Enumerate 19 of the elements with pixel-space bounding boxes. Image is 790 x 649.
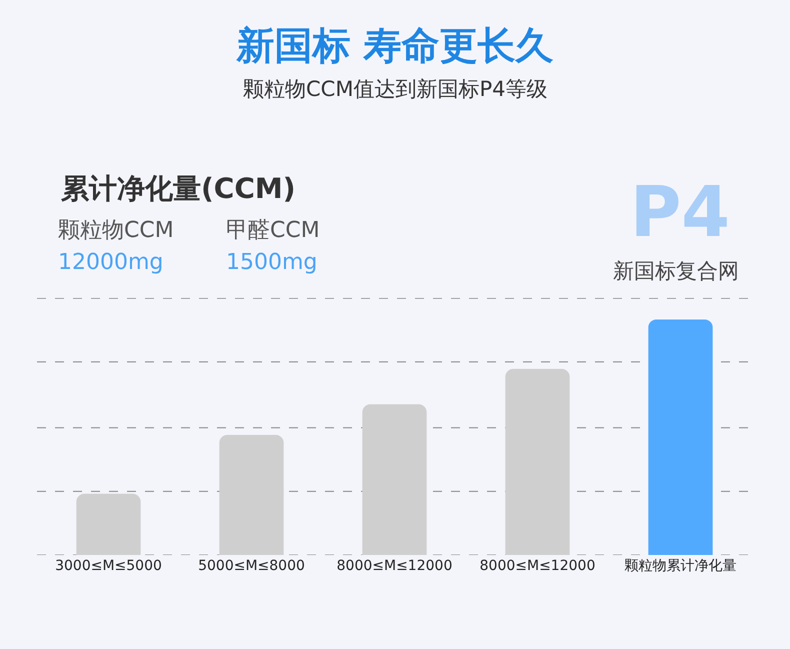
bar (648, 319, 713, 555)
bar (76, 494, 141, 555)
text: 12000mg (58, 250, 164, 275)
chart-title: 新国标 寿命更长久 (235, 23, 554, 68)
x-tick-label: 颗粒物累计净化量 (624, 558, 736, 574)
bar (219, 434, 284, 555)
chart-subtitle: 颗粒物CCM值达到新国标P4等级 (243, 77, 548, 101)
text: 新国标复合网 (613, 259, 739, 283)
x-tick-label: 3000≤M≤5000 (55, 558, 162, 574)
bar (362, 404, 427, 555)
bar (505, 368, 570, 555)
text: P4 (630, 171, 730, 253)
text: 甲醛CCM (226, 218, 320, 243)
x-tick-label: 5000≤M≤8000 (198, 558, 305, 574)
x-tick-label: 8000≤M≤12000 (480, 558, 596, 574)
text: 1500mg (226, 250, 318, 275)
x-tick-label: 8000≤M≤12000 (336, 558, 452, 574)
text: 颗粒物CCM (58, 218, 174, 243)
text: 累计净化量(CCM) (60, 172, 296, 205)
